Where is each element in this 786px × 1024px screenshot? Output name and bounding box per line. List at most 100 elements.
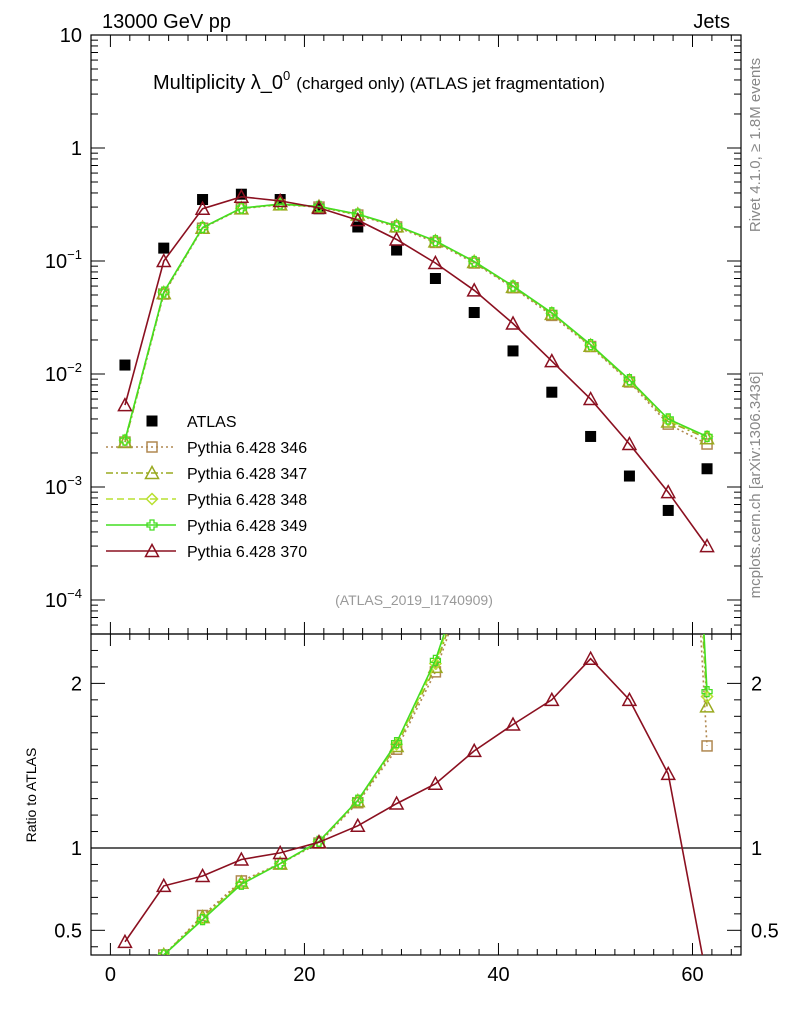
main-point-atlas <box>662 504 674 516</box>
main-point-pythia-6-428-349 <box>352 208 364 220</box>
main-point-pythia-6-428-349 <box>429 235 442 247</box>
main-point-atlas <box>197 194 209 206</box>
title-main: Multiplicity λ_0 <box>153 72 283 94</box>
ratio-point-pythia-6-428-370 <box>156 877 172 893</box>
main-point-pythia-6-428-370 <box>388 231 405 246</box>
legend-entry-pythia-6-428-347: Pythia 6.428 347 <box>106 464 307 483</box>
main-line-pythia-6-428-346 <box>124 203 708 445</box>
legend-entry-pythia-6-428-349: Pythia 6.428 349 <box>106 518 307 535</box>
legend-label-pythia-6-428-347: Pythia 6.428 347 <box>187 466 307 483</box>
main-point-pythia-6-428-349 <box>468 255 480 268</box>
main-point-atlas <box>313 203 325 215</box>
ratio-line-pythia-6-428-347 <box>162 634 708 955</box>
header-right-label: Jets <box>693 11 730 33</box>
x-tick-label: 60 <box>681 964 703 986</box>
ratio-point-pythia-6-428-370 <box>233 851 250 866</box>
main-y-tick-label: 1 <box>71 138 82 160</box>
ratio-y-tick-label: 2 <box>71 673 82 695</box>
legend-marker-pythia-6-428-349 <box>146 519 158 531</box>
main-point-atlas <box>623 470 635 482</box>
main-series-pythia-6-428-346 <box>119 198 713 450</box>
ratio-point-pythia-6-428-370 <box>350 817 366 833</box>
legend-entry-atlas: ATLAS <box>146 414 237 431</box>
ratio-y-tick-label-right: 1 <box>751 838 762 860</box>
ratio-line-pythia-6-428-349 <box>162 634 708 955</box>
legend-entry-pythia-6-428-370: Pythia 6.428 370 <box>106 542 307 561</box>
main-point-pythia-6-428-370 <box>621 435 638 451</box>
legend-label-pythia-6-428-348: Pythia 6.428 348 <box>187 492 307 509</box>
ratio-line-pythia-6-428-370 <box>124 657 704 955</box>
ratio-point-pythia-6-428-370 <box>311 834 327 849</box>
ratio-point-pythia-6-428-370 <box>466 742 482 758</box>
mcplots-label: mcplots.cern.ch [arXiv:1306.3436] <box>747 372 764 599</box>
main-point-pythia-6-428-348 <box>661 413 675 427</box>
main-point-pythia-6-428-349 <box>235 202 248 214</box>
main-point-pythia-6-428-349 <box>623 374 636 386</box>
ratio-point-pythia-6-428-349 <box>390 736 403 749</box>
main-point-pythia-6-428-348 <box>584 338 598 352</box>
main-point-atlas <box>468 307 480 319</box>
ratio-y-axis-label: Ratio to ATLAS <box>23 748 39 843</box>
main-series-pythia-6-428-370 <box>117 188 715 553</box>
legend-label-pythia-6-428-349: Pythia 6.428 349 <box>187 518 307 535</box>
x-tick-label: 0 <box>105 964 116 986</box>
main-line-pythia-6-428-349 <box>124 203 708 441</box>
analysis-tag: (ATLAS_2019_I1740909) <box>335 592 493 608</box>
ratio-point-pythia-6-428-370 <box>427 775 444 791</box>
ratio-point-pythia-6-428-370 <box>582 650 599 665</box>
ratio-point-pythia-6-428-349 <box>352 794 364 806</box>
legend-marker-pythia-6-428-347 <box>144 464 160 480</box>
legend-entry-pythia-6-428-348: Pythia 6.428 348 <box>106 492 307 509</box>
x-tick-label: 20 <box>293 964 315 986</box>
ratio-y-tick-label-right: 2 <box>751 673 762 695</box>
ratio-point-pythia-6-428-370 <box>194 867 211 883</box>
main-title: Multiplicity λ_00 (charged only) (ATLAS j… <box>153 68 605 94</box>
legend-marker-pythia-6-428-346 <box>146 441 158 453</box>
main-panel: 10 1 10−1 10−2 10−3 10−4 ATLAS Pythia 6.428 346… <box>45 25 742 635</box>
ratio-y-tick-label: 1 <box>71 838 82 860</box>
main-point-pythia-6-428-370 <box>194 200 211 215</box>
main-line-pythia-6-428-348 <box>124 203 708 441</box>
ratio-point-pythia-6-428-349 <box>196 913 209 926</box>
ratio-point-pythia-6-428-370 <box>117 933 133 949</box>
legend-marker-pythia-6-428-348 <box>145 492 159 506</box>
main-point-atlas <box>546 386 558 398</box>
ratio-point-pythia-6-428-370 <box>544 691 560 707</box>
ratio-point-pythia-6-428-370 <box>505 716 521 731</box>
main-point-pythia-6-428-370 <box>427 254 444 270</box>
ratio-point-pythia-6-428-348 <box>390 737 404 751</box>
main-point-pythia-6-428-349 <box>662 413 674 425</box>
legend-marker-pythia-6-428-370 <box>144 542 160 558</box>
main-point-pythia-6-428-348 <box>622 373 636 387</box>
ratio-series-pythia-6-428-347 <box>159 634 715 955</box>
legend-label-pythia-6-428-370: Pythia 6.428 370 <box>187 544 307 561</box>
main-y-tick-label: 10−2 <box>45 360 82 386</box>
legend: ATLAS Pythia 6.428 346 Pythia 6.428 347 Pyt… <box>106 414 307 561</box>
main-line-pythia-6-428-347 <box>124 203 708 443</box>
ratio-series-pythia-6-428-370 <box>117 650 704 955</box>
main-point-pythia-6-428-370 <box>582 390 599 406</box>
main-point-pythia-6-428-370 <box>311 199 327 215</box>
main-point-pythia-6-428-370 <box>544 353 560 368</box>
legend-marker-atlas <box>146 415 158 427</box>
header-left-label: 13000 GeV pp <box>102 11 231 33</box>
ratio-point-pythia-6-428-370 <box>388 795 405 810</box>
title-superscript: 0 <box>283 68 290 83</box>
ratio-y-tick-label-right: 0.5 <box>751 920 779 942</box>
main-point-pythia-6-428-370 <box>699 537 715 553</box>
main-point-pythia-6-428-370 <box>350 212 366 227</box>
rivet-version-label: Rivet 4.1.0, ≥ 1.8M events <box>747 58 764 232</box>
main-point-pythia-6-428-349 <box>158 286 170 298</box>
main-point-pythia-6-428-370 <box>117 397 133 412</box>
main-point-pythia-6-428-349 <box>507 280 519 292</box>
main-y-tick-label: 10−1 <box>45 247 82 273</box>
main-point-pythia-6-428-349 <box>390 220 403 232</box>
main-point-atlas <box>585 430 597 442</box>
ratio-point-pythia-6-428-370 <box>660 765 676 781</box>
main-point-atlas <box>429 272 441 284</box>
ratio-point-pythia-6-428-349 <box>235 878 248 890</box>
main-point-pythia-6-428-370 <box>233 188 250 204</box>
main-point-pythia-6-428-370 <box>156 252 172 268</box>
main-point-atlas <box>701 463 713 475</box>
